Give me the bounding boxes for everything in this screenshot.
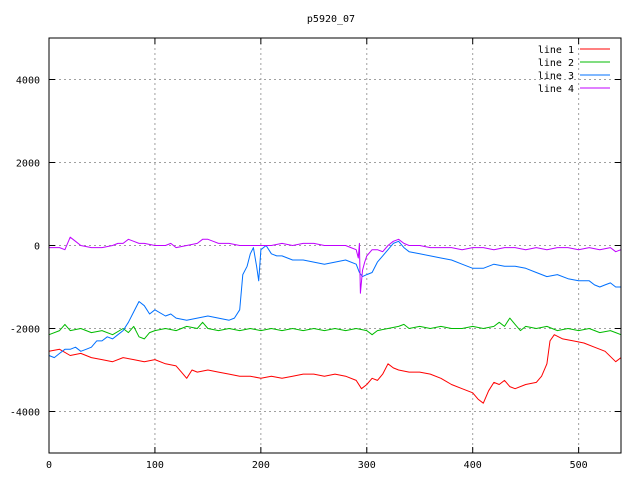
plot-frame	[48, 37, 622, 454]
axis-ticks: 0 100 200 300 400 500 -4000 -2000 0 2000 4000	[10, 38, 621, 471]
x-tick-label: 300	[358, 460, 376, 471]
chart-title: p5920_07	[307, 14, 355, 25]
x-tick-label: 0	[46, 460, 52, 471]
legend-label: line 1	[538, 45, 574, 56]
x-tick-label: 500	[570, 460, 588, 471]
series-line	[48, 240, 621, 359]
y-tick-label: 4000	[16, 76, 40, 87]
legend: line 1 line 2 line 3 line 4	[538, 45, 610, 95]
x-tick-label: 100	[146, 460, 164, 471]
series-line	[48, 317, 622, 340]
x-tick-label: 400	[464, 460, 482, 471]
x-tick-label: 200	[252, 460, 270, 471]
legend-label: line 3	[538, 71, 574, 82]
series-line	[48, 334, 622, 404]
legend-label: line 2	[538, 58, 574, 69]
y-tick-label: -2000	[10, 325, 40, 336]
y-tick-label: 0	[34, 242, 40, 253]
y-tick-label: 2000	[16, 159, 40, 170]
series-line	[49, 236, 622, 294]
y-tick-label: -4000	[10, 408, 40, 419]
legend-label: line 4	[538, 84, 574, 95]
series-lines	[48, 236, 622, 404]
